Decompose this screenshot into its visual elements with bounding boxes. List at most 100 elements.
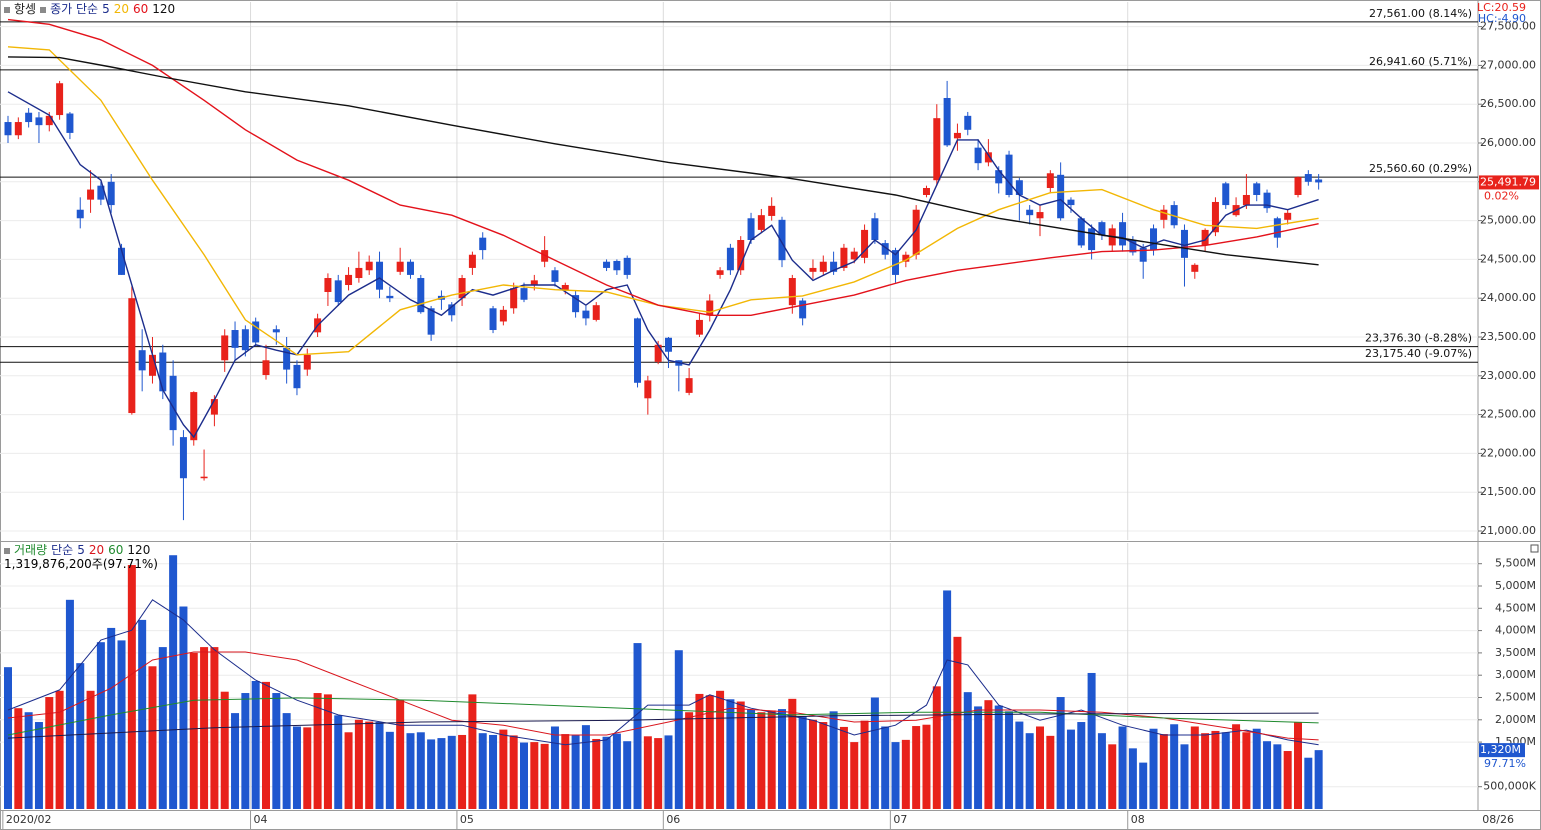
candle-body (14, 122, 22, 136)
volume-bar (96, 642, 105, 809)
volume-bar (674, 650, 683, 809)
volume-bar (633, 643, 642, 809)
candle-body (1150, 228, 1158, 251)
y-tick-label: 3,000M (1495, 668, 1536, 681)
candle-body (995, 170, 1003, 184)
candle-body (1201, 229, 1209, 246)
y-tick-label: 2,000M (1495, 713, 1536, 726)
candle-body (355, 267, 363, 279)
last-volume-box (1479, 743, 1525, 758)
volume-bar (705, 695, 714, 809)
y-tick-label: 22,500.00 (1480, 408, 1536, 421)
candle-body (148, 354, 156, 376)
candle-body (592, 305, 600, 320)
candle-body (757, 215, 765, 230)
candle-body (716, 270, 724, 275)
candle-body (747, 218, 755, 240)
y-tick-label: 5,500M (1495, 557, 1536, 570)
x-tick-label: 04 (254, 813, 268, 826)
legend-entry: 60 (133, 2, 149, 16)
last-volume-label: 1,320M (1480, 743, 1521, 756)
volume-bar (1252, 728, 1261, 809)
volume-bar (1036, 726, 1044, 809)
volume-bar (592, 738, 601, 809)
volume-bar (943, 590, 952, 809)
candle-body (283, 347, 291, 370)
y-tick-label: 24,000.00 (1480, 291, 1536, 304)
volume-bar (158, 647, 167, 809)
candle-body (241, 329, 249, 351)
candle-body (303, 354, 311, 370)
legend-ma-label: 종가 단순 (50, 2, 99, 16)
x-tick-label: 08 (1131, 813, 1145, 826)
volume-bar (530, 742, 539, 809)
candle-body (912, 209, 920, 255)
candle-body (1263, 192, 1271, 209)
candle-body (406, 261, 414, 275)
candle-body (1088, 228, 1096, 251)
level-label: 23,376.30 (-8.28%) (1365, 332, 1472, 345)
volume-bar (808, 719, 817, 809)
candle-body (850, 251, 858, 260)
volume-bar (1294, 722, 1302, 809)
legend-title: 항셍 (14, 2, 37, 16)
volume-bar (881, 726, 890, 809)
volume-bar (272, 693, 281, 809)
last-price-label: 25,491.79 (1480, 175, 1536, 188)
candle-body (520, 288, 528, 300)
candle-body (345, 274, 353, 286)
volume-bar (447, 735, 456, 809)
volume-bar (292, 726, 301, 809)
candle-body (231, 330, 239, 348)
volume-bar (623, 741, 632, 809)
candle-body (551, 270, 559, 282)
volume-bar (643, 736, 652, 809)
volume-bar (468, 694, 477, 809)
candle-body (35, 117, 43, 126)
volume-bar (1232, 724, 1241, 809)
y-tick-label: 21,500.00 (1480, 485, 1536, 498)
volume-bar (14, 708, 23, 809)
candle-body (138, 350, 146, 371)
volume-bar (189, 652, 198, 809)
last-price-box (1479, 175, 1539, 190)
candle-body (293, 364, 301, 389)
candle-body (871, 218, 879, 240)
candle-body (1284, 212, 1292, 220)
volume-bar (313, 693, 322, 809)
y-tick-label: 500,000K (1483, 780, 1536, 793)
y-tick-label: 4,500M (1495, 601, 1536, 614)
volume-bar (385, 731, 394, 809)
candle-body (396, 261, 404, 272)
volume-bar (499, 729, 508, 809)
candle-body (530, 280, 538, 286)
volume-bar (850, 742, 859, 809)
y-tick-label: 26,500.00 (1480, 97, 1536, 110)
volume-bar (45, 697, 54, 809)
candle-body (1273, 218, 1281, 238)
candle-body (953, 132, 961, 139)
candle-body (87, 189, 95, 200)
candle-body (644, 380, 652, 399)
candle-body (572, 295, 580, 313)
volume-bar (127, 565, 136, 809)
y-tick-label: 24,500.00 (1480, 252, 1536, 265)
volume-bar (416, 732, 425, 809)
volume-bar (1015, 721, 1024, 809)
candle-body (1015, 180, 1023, 195)
level-label: 27,561.00 (8.14%) (1369, 7, 1472, 20)
volume-bar (798, 716, 807, 809)
candle-body (623, 257, 631, 275)
volume-bar (561, 734, 570, 809)
candle-body (809, 267, 817, 272)
volume-legend: 거래량 단순 5 20 60 120 (4, 543, 154, 557)
volume-bar (1190, 726, 1199, 809)
candle-body (458, 278, 466, 299)
legend-entry: 120 (127, 543, 151, 557)
legend-entry: 5 (102, 2, 110, 16)
y-tick-label: 5,000M (1495, 579, 1536, 592)
volume-bar (1304, 757, 1313, 809)
volume-bar (86, 690, 95, 809)
candle-body (1119, 222, 1127, 246)
